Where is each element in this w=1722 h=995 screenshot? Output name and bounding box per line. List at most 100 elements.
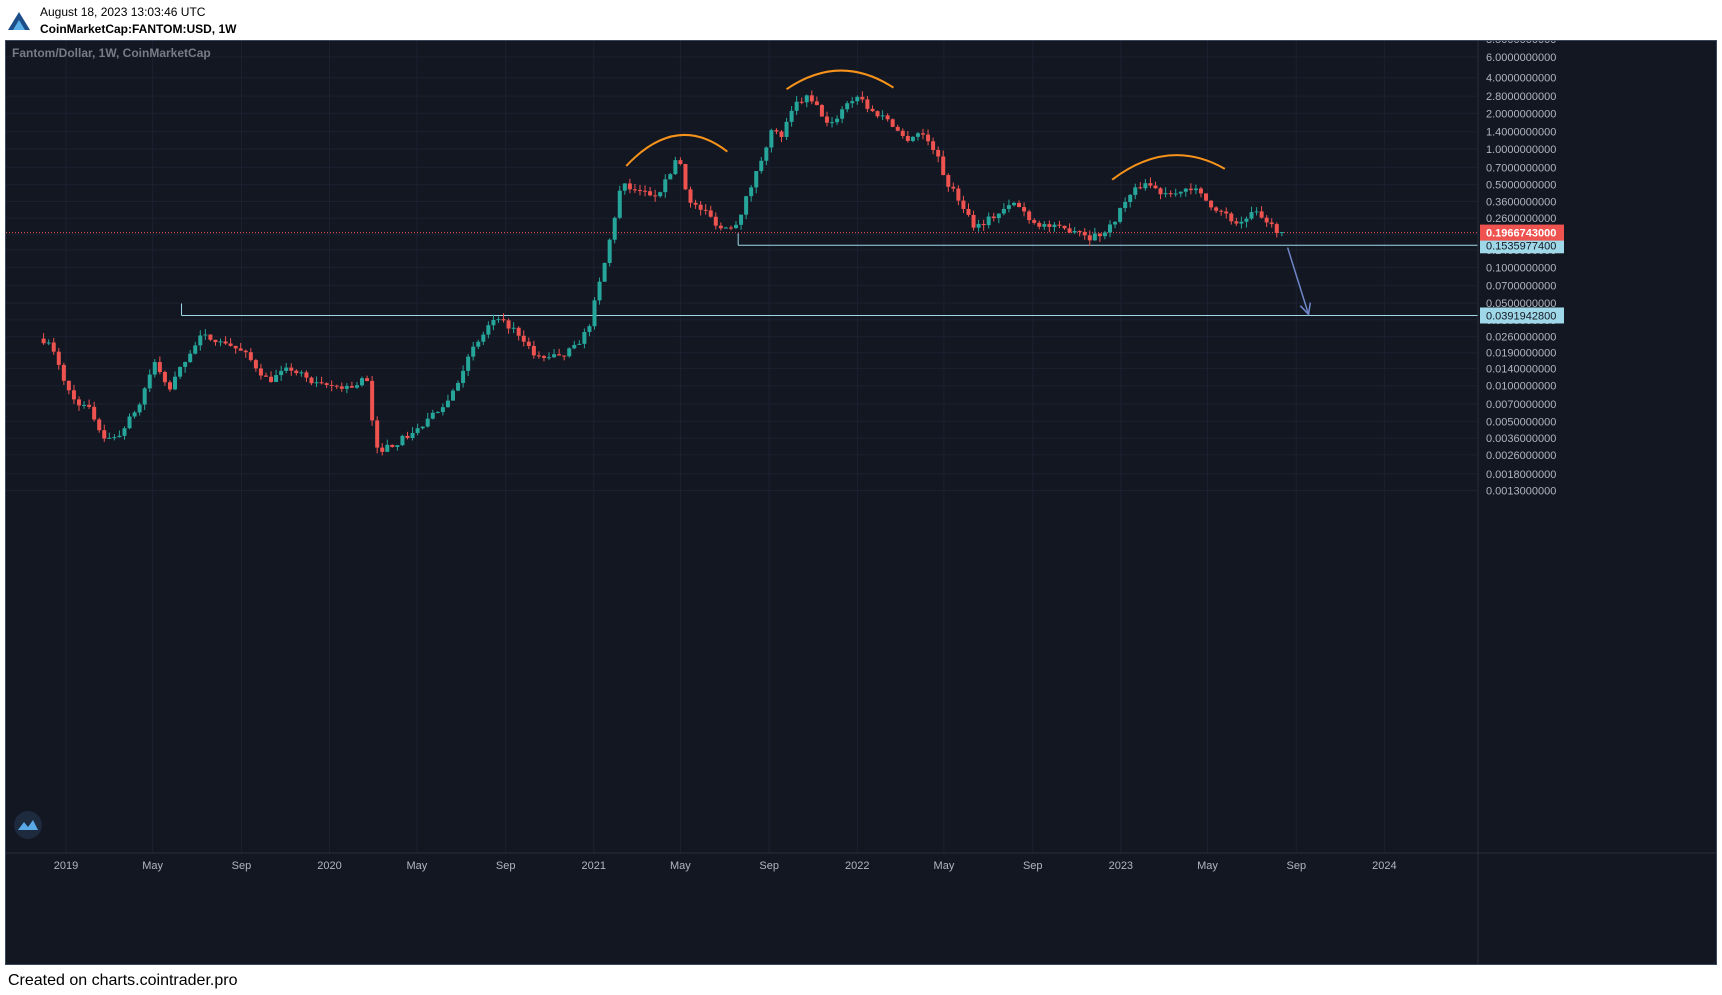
- candle: [1224, 207, 1229, 219]
- candle: [577, 340, 582, 346]
- candle: [622, 183, 627, 195]
- candle: [66, 380, 71, 395]
- candle: [87, 399, 92, 410]
- candle: [966, 203, 971, 217]
- candle: [213, 339, 218, 346]
- candle: [1244, 216, 1249, 228]
- candle: [188, 349, 193, 363]
- candle: [1254, 207, 1259, 216]
- candle: [809, 90, 814, 105]
- candle: [936, 146, 941, 163]
- candle: [46, 339, 51, 346]
- candle: [1198, 186, 1203, 198]
- candle: [1279, 231, 1284, 237]
- candle: [415, 423, 420, 436]
- candle: [132, 410, 137, 419]
- candle: [1193, 184, 1198, 195]
- candle: [425, 412, 430, 428]
- candle: [471, 341, 476, 361]
- candle: [643, 185, 648, 197]
- x-tick-label: 2021: [582, 860, 606, 872]
- candle: [511, 322, 516, 334]
- time-axis[interactable]: 2019 May Sep 2020 May Sep 2021 May Sep 2022 May Sep…: [54, 860, 1397, 872]
- y-tick-label: 0.0700000000: [1486, 281, 1556, 293]
- x-tick-label: Sep: [1023, 860, 1043, 872]
- candle: [122, 426, 127, 440]
- candle: [567, 347, 572, 358]
- candle: [491, 314, 496, 331]
- candle: [607, 238, 612, 267]
- y-tick-label: 0.0026000000: [1486, 450, 1556, 462]
- candle: [233, 345, 238, 354]
- candle: [562, 355, 567, 361]
- candle: [855, 95, 860, 105]
- arrow-line[interactable]: [1286, 247, 1310, 315]
- candle: [466, 354, 471, 376]
- chart-frame[interactable]: Fantom/Dollar, 1W, CoinMarketCap 8.50000…: [5, 34, 1717, 965]
- candle: [1097, 233, 1102, 242]
- candle: [435, 411, 440, 414]
- x-tick-label: May: [934, 860, 955, 872]
- candle: [506, 318, 511, 334]
- arc-left-shoulder[interactable]: [625, 133, 728, 167]
- candle: [1239, 216, 1244, 229]
- candle: [895, 124, 900, 132]
- candle: [1269, 218, 1274, 228]
- candle: [218, 338, 223, 347]
- candle: [461, 365, 466, 388]
- candle: [142, 386, 147, 410]
- candle: [754, 171, 759, 194]
- candle: [334, 384, 339, 390]
- y-tick-label: 0.0013000000: [1486, 486, 1556, 498]
- candle: [279, 365, 284, 381]
- candle: [127, 413, 132, 430]
- candle: [1027, 209, 1032, 224]
- y-tick-label: 0.5000000000: [1486, 180, 1556, 192]
- support-price-tag: 0.1535977400: [1480, 237, 1564, 254]
- candle: [445, 394, 450, 408]
- arc-right-shoulder[interactable]: [1111, 154, 1226, 181]
- candle: [167, 380, 172, 392]
- candle: [592, 297, 597, 330]
- candle: [117, 430, 122, 438]
- candle: [395, 445, 400, 451]
- candle: [501, 313, 506, 323]
- candle: [1163, 187, 1168, 198]
- candle: [926, 129, 931, 146]
- candle: [840, 106, 845, 124]
- candle: [814, 96, 819, 106]
- candle: [319, 376, 324, 385]
- candle: [708, 205, 713, 218]
- candle: [870, 105, 875, 113]
- candle: [668, 172, 673, 180]
- candle: [1123, 197, 1128, 213]
- candle: [248, 348, 253, 362]
- price-chart[interactable]: Fantom/Dollar, 1W, CoinMarketCap 8.50000…: [6, 34, 1716, 964]
- y-tick-label: 0.0050000000: [1486, 416, 1556, 428]
- candle: [41, 333, 46, 345]
- price-axis[interactable]: 8.5000000000 6.0000000000 4.0000000000 2.80…: [1486, 34, 1556, 498]
- candle: [1188, 183, 1193, 195]
- candle: [314, 376, 319, 388]
- candle: [97, 417, 102, 433]
- candle: [299, 370, 304, 377]
- candle: [309, 376, 314, 386]
- candle: [365, 375, 370, 382]
- candle: [880, 110, 885, 121]
- candle: [739, 214, 744, 230]
- candle: [1138, 182, 1143, 190]
- candle: [1092, 227, 1097, 241]
- y-tick-label: 2.0000000000: [1486, 108, 1556, 120]
- chart-title: Fantom/Dollar, 1W, CoinMarketCap: [12, 46, 211, 60]
- candle: [991, 212, 996, 222]
- y-tick-label: 0.0018000000: [1486, 469, 1556, 481]
- candle: [905, 130, 910, 143]
- y-tick-label: 1.0000000000: [1486, 144, 1556, 156]
- candle: [1259, 206, 1264, 219]
- candle: [92, 401, 97, 422]
- y-tick-label: 0.7000000000: [1486, 162, 1556, 174]
- candle: [385, 439, 390, 453]
- candle: [961, 195, 966, 213]
- y-tick-label: 0.0036000000: [1486, 433, 1556, 445]
- arc-head[interactable]: [785, 69, 894, 91]
